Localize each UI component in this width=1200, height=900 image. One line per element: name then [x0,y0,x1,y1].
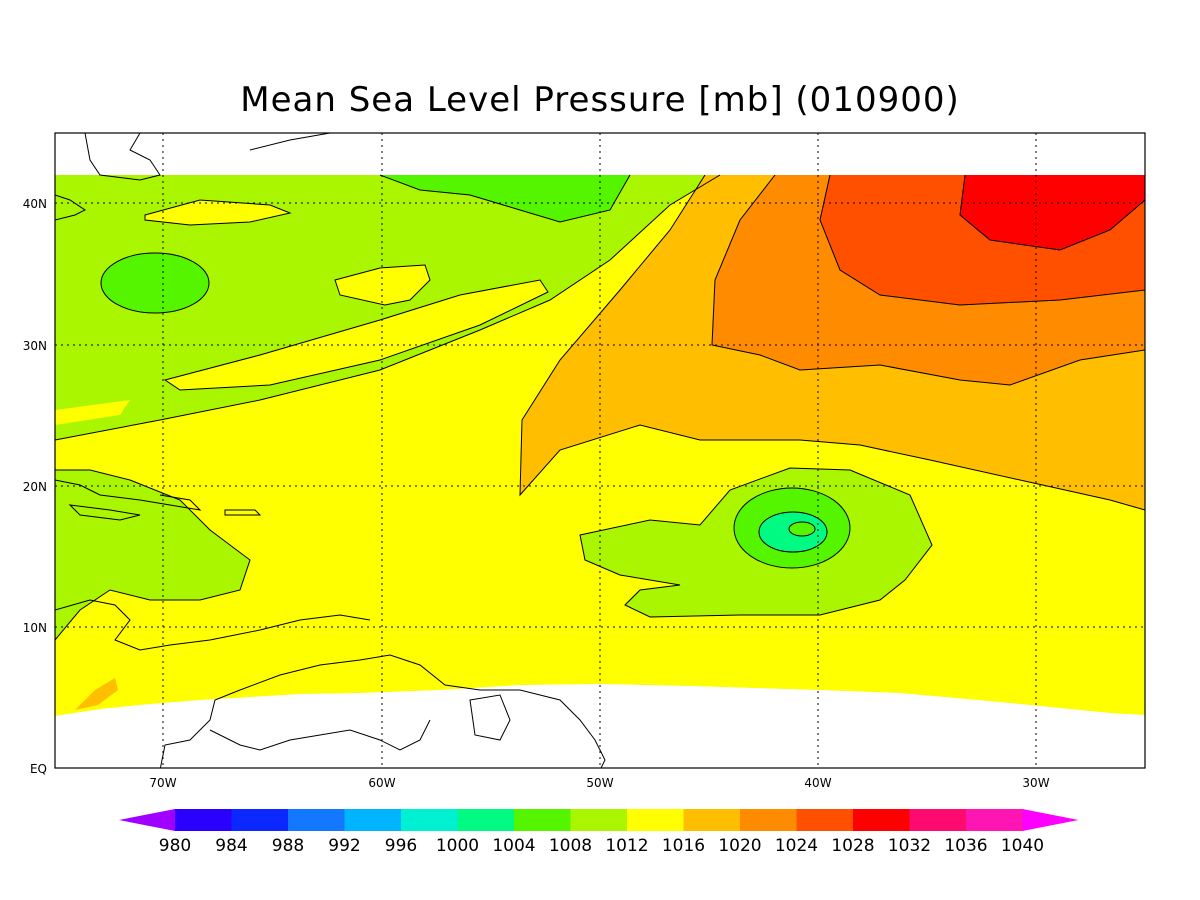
colorbar-label: 988 [272,836,304,856]
lon-label: 40W [804,776,831,790]
colorbar-swatch [796,809,854,831]
colorbar-label: 1036 [944,836,987,856]
colorbar-label: 1040 [1001,836,1044,856]
no-data-region [55,684,1145,768]
lat-label: 20N [23,480,47,494]
lat-label: 30N [23,339,47,353]
colorbar-label: 992 [328,836,360,856]
colorbar-label: 1020 [718,836,761,856]
colorbar-swatch [683,809,741,831]
colorbar-swatch [231,809,289,831]
colorbar-label: 1024 [775,836,818,856]
colorbar: 980 984 988 992 996 1000 1004 1008 1012 1016 1020 1… [119,809,1079,856]
field-1012-patch-2 [165,280,548,390]
colorbar-swatch [175,809,232,831]
field-1012-patch-1 [145,200,290,225]
colorbar-swatch [853,809,910,831]
lon-label: 50W [586,776,613,790]
lat-label: EQ [30,762,47,776]
colorbar-swatch [457,809,515,831]
colorbar-label: 1028 [831,836,874,856]
lon-axis-labels: 70W 60W 50W 40W 30W [149,776,1049,790]
colorbar-swatch [401,809,458,831]
colorbar-swatch [909,809,967,831]
colorbar-swatch [344,809,402,831]
colorbar-label: 984 [215,836,247,856]
lat-axis-labels: 40N 30N 20N 10N EQ [23,197,47,776]
lon-label: 60W [368,776,395,790]
field-low-996 [789,522,815,536]
colorbar-label: 1004 [492,836,535,856]
colorbar-label: 1000 [436,836,479,856]
gridlines [55,133,1145,768]
field-1016-south [75,678,118,710]
colorbar-swatch [570,809,628,831]
colorbar-over-arrow [1022,809,1079,831]
colorbar-label: 980 [159,836,191,856]
colorbar-under-arrow [119,809,175,831]
lat-label: 40N [23,197,47,211]
colorbar-label: 1032 [888,836,931,856]
coastlines [55,133,606,768]
colorbar-swatch [514,809,571,831]
lat-label: 10N [23,621,47,635]
field-1004-1008-west [101,253,209,313]
colorbar-label: 1012 [605,836,648,856]
colorbar-swatch [627,809,684,831]
colorbar-swatch [288,809,345,831]
map-title: Mean Sea Level Pressure [mb] (010900) [240,80,960,120]
colorbar-swatch [740,809,797,831]
colorbar-label: 1016 [662,836,705,856]
field-1028-1032 [960,175,1145,250]
field-1004-1008-north [380,175,630,222]
field-1012-patch-4 [55,400,130,425]
colorbar-swatch [966,809,1023,831]
lon-label: 70W [149,776,176,790]
colorbar-label: 1008 [549,836,592,856]
lon-label: 30W [1022,776,1049,790]
colorbar-label: 996 [385,836,417,856]
